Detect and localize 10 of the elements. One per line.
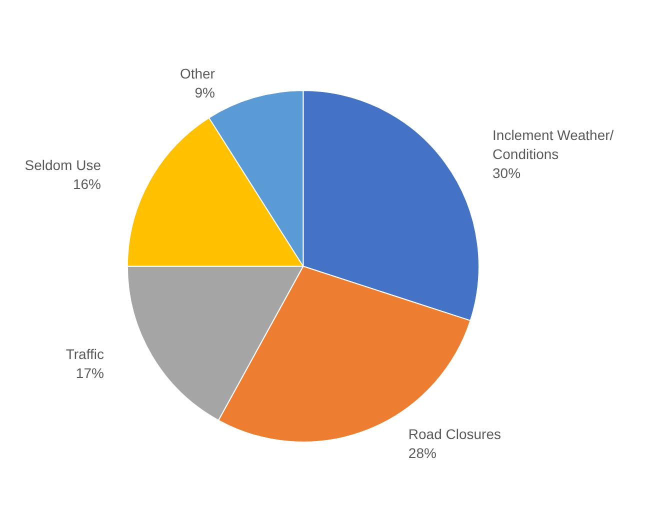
slice-label: Seldom Use: [24, 156, 102, 173]
slice-label: Traffic: [66, 346, 104, 362]
data-label: 16%: [72, 176, 101, 192]
data-label: 9%: [194, 84, 215, 101]
slice-label: Inclement Weather/Conditions: [492, 127, 614, 162]
data-label: 28%: [408, 445, 436, 462]
data-label: 30%: [492, 165, 521, 182]
data-label: 17%: [76, 364, 104, 381]
slice-label: Other: [180, 66, 216, 82]
slice-label: Road Closures: [408, 426, 502, 442]
